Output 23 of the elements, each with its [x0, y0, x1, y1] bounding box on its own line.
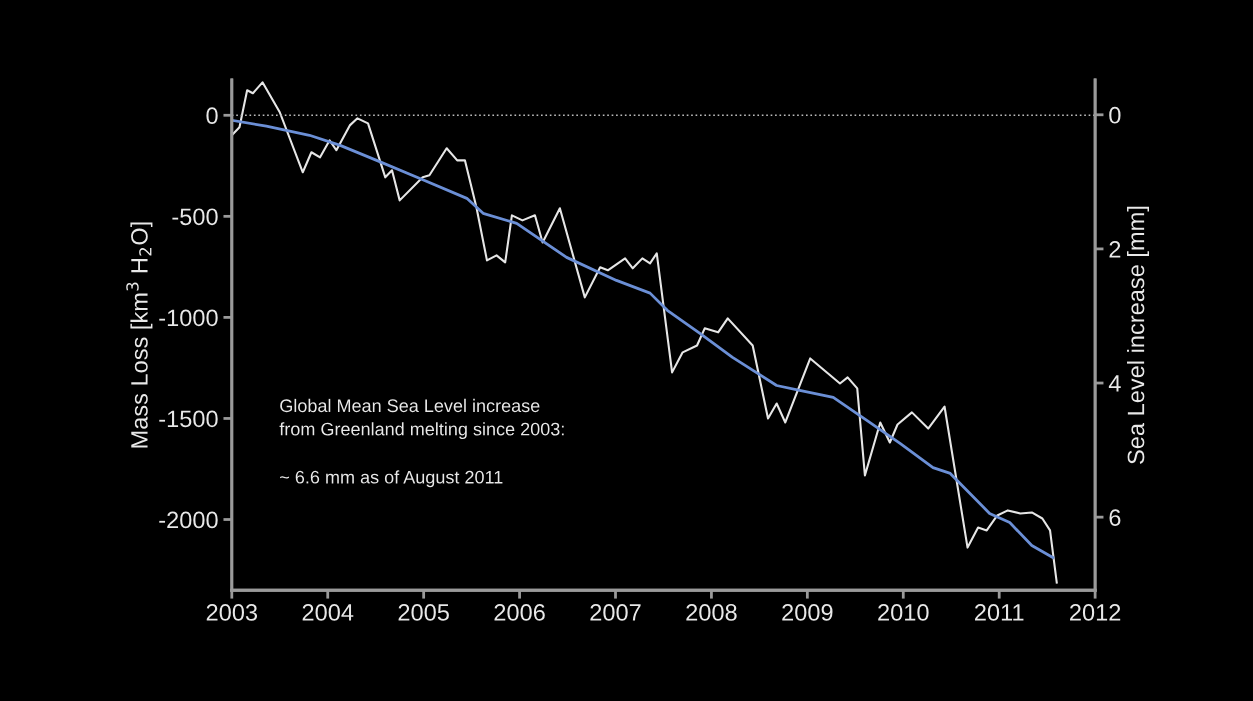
x-tick-label: 2006 — [494, 604, 545, 621]
x-tick-label: 2010 — [878, 604, 929, 621]
x-tick-label: 2008 — [686, 604, 737, 621]
y-tick-label: -2000 — [159, 511, 218, 529]
y2-tick-label: 6 — [1109, 509, 1121, 526]
y-tick-label: -500 — [172, 208, 218, 226]
y2-tick-label: 2 — [1109, 240, 1121, 258]
x-tick-label: 2011 — [975, 604, 1024, 621]
y-tick-label: -1000 — [159, 309, 218, 327]
y2-tick-label: 0 — [1109, 106, 1121, 124]
y-tick-label: 0 — [206, 107, 218, 125]
x-tick-label: 2003 — [206, 604, 258, 621]
y-axis-title: Mass Loss [km$^{3}$ H$_{2}$O] — [126, 222, 153, 448]
y2-axis-title: Sea Level increase [mm] — [1127, 206, 1150, 464]
y2-tick-label: 4 — [1108, 375, 1121, 392]
x-tick-label: 2004 — [302, 604, 354, 621]
y-tick-label: -1500 — [159, 410, 218, 428]
annotation: Global Mean Sea Level increase from Greenland melting since 2003: — [279, 398, 564, 440]
x-tick-label: 2012 — [1070, 604, 1121, 621]
annotation: ~ 6.6 mm as of August 2011 — [280, 470, 503, 488]
x-tick-label: 2005 — [398, 604, 449, 621]
x-tick-label: 2009 — [782, 604, 833, 621]
x-tick-label: 2007 — [590, 604, 641, 621]
